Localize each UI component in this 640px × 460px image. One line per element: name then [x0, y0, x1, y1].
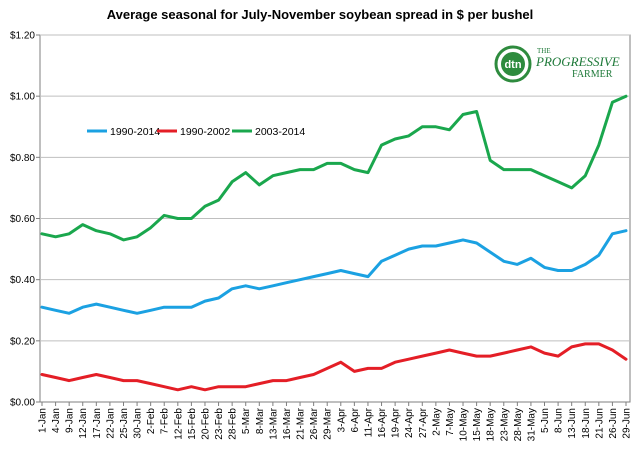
legend-label-0: 1990-2014	[110, 126, 160, 138]
x-tick-label: 9-Jan	[65, 408, 76, 433]
x-tick-label: 23-Feb	[214, 408, 225, 440]
logo-line2: PROGRESSIVE	[535, 54, 620, 69]
x-tick-label: 12-Jan	[78, 408, 89, 439]
x-tick-label: 10-May	[459, 408, 470, 441]
x-tick-label: 26-Jun	[608, 408, 619, 439]
x-tick-label: 15-May	[472, 408, 483, 441]
x-tick-label: 7-May	[445, 408, 456, 436]
x-tick-label: 7-Feb	[160, 408, 171, 435]
x-tick-label: 13-Mar	[268, 407, 279, 439]
logo-ring-outer	[494, 45, 532, 83]
x-tick-label: 19-Apr	[391, 407, 402, 438]
y-tick-label: $1.20	[10, 31, 35, 42]
x-tick-label: 1-Jan	[38, 408, 49, 433]
x-tick-label: 13-Jun	[567, 408, 578, 439]
x-tick-label: 12-Feb	[173, 408, 184, 440]
series-lines	[40, 94, 628, 392]
x-tick-label: 20-Feb	[200, 408, 211, 440]
x-tick-label: 16-Mar	[282, 407, 293, 439]
legend-label-2: 2003-2014	[255, 126, 305, 138]
y-tick-label: $0.20	[10, 336, 35, 347]
x-tick-label: 18-May	[486, 408, 497, 441]
x-tick-label: 29-Mar	[323, 407, 334, 439]
x-tick-label: 24-Apr	[404, 407, 415, 438]
chart-title: Average seasonal for July-November soybe…	[106, 7, 534, 22]
x-tick-label: 28-May	[513, 408, 524, 441]
x-tick-label: 2-May	[431, 408, 442, 436]
y-tick-label: $0.40	[10, 275, 35, 286]
logo-mark-text: dtn	[504, 59, 521, 71]
x-tick-label: 28-Feb	[228, 408, 239, 440]
x-tick-label: 21-Mar	[296, 407, 307, 439]
x-tick-label: 27-Apr	[418, 407, 429, 438]
y-tick-label: $0.60	[10, 214, 35, 225]
x-tick-label: 30-Jan	[133, 408, 144, 439]
x-tick-label: 17-Jan	[92, 408, 103, 439]
series-line-0	[40, 229, 628, 315]
x-tick-label: 18-Jun	[581, 408, 592, 439]
x-tick-label: 15-Feb	[187, 408, 198, 440]
x-tick-label: 5-Jun	[540, 408, 551, 433]
x-tick-label: 26-Mar	[309, 407, 320, 439]
x-tick-label: 8-Jun	[554, 408, 565, 433]
x-tick-label: 25-Jan	[119, 408, 130, 439]
dtn-progressive-farmer-logo: dtn THE PROGRESSIVE FARMER	[494, 45, 620, 83]
legend: 1990-2014 1990-2002 2003-2014	[87, 126, 305, 138]
gridlines	[40, 34, 630, 342]
y-tick-label: $0.80	[10, 153, 35, 164]
legend-label-1: 1990-2002	[180, 126, 230, 138]
y-axis: $0.00 $0.20 $0.40 $0.60 $0.80 $1.00 $1.20	[10, 31, 40, 409]
x-tick-label: 31-May	[526, 408, 537, 441]
x-tick-label: 29-Jun	[622, 408, 633, 439]
y-tick-label: $0.00	[10, 398, 35, 409]
x-tick-label: 23-May	[499, 408, 510, 441]
x-tick-label: 8-Mar	[255, 407, 266, 434]
x-tick-label: 22-Jan	[105, 408, 116, 439]
y-tick-label: $1.00	[10, 92, 35, 103]
x-tick-label: 4-Jan	[51, 408, 62, 433]
x-tick-label: 11-Apr	[363, 407, 374, 437]
series-line-1	[40, 342, 628, 392]
series-line-2	[40, 94, 628, 242]
x-tick-label: 3-Apr	[336, 407, 347, 432]
x-tick-label: 16-Apr	[377, 407, 388, 438]
x-tick-label: 5-Mar	[241, 407, 252, 434]
logo-line3: FARMER	[572, 69, 613, 80]
x-tick-label: 6-Apr	[350, 407, 361, 432]
logo-ring-inner	[501, 52, 525, 76]
x-axis: 1-Jan 4-Jan 9-Jan 12-Jan 17-Jan 22-Jan 25-Jan 3…	[38, 402, 633, 441]
x-tick-label: 21-Jun	[594, 408, 605, 439]
logo-line1: THE	[537, 47, 551, 55]
x-tick-label: 2-Feb	[146, 408, 157, 435]
